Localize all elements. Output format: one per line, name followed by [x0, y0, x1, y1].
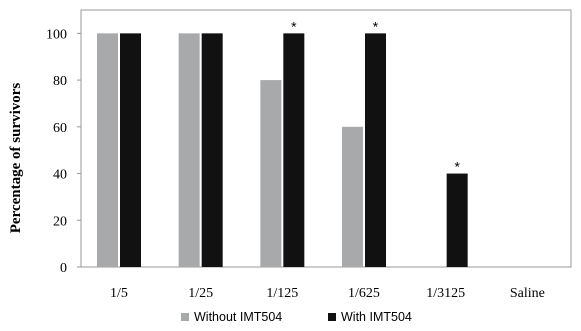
bar-without-imt504-1-625 — [342, 126, 363, 268]
x-tick-label: 1/3125 — [426, 286, 465, 301]
x-axis: 1/5 1/25 1/125 1/625 1/3125 Saline — [110, 286, 545, 301]
bar-with-imt504-1-25 — [201, 33, 223, 268]
significance-asterisk: * — [291, 18, 297, 34]
x-tick-label: 1/125 — [266, 286, 298, 301]
y-tick-label: 80 — [53, 74, 67, 89]
x-tick-label: Saline — [510, 286, 545, 301]
bar-without-imt504-1-25 — [178, 33, 200, 268]
x-tick-label: 1/625 — [348, 286, 380, 301]
y-axis-title: Percentage of survivors — [8, 83, 24, 234]
legend-label: Without IMT504 — [194, 310, 282, 324]
bar-with-imt504-1-5 — [120, 33, 141, 268]
y-tick-label: 0 — [60, 261, 67, 276]
significance-asterisk: * — [373, 18, 379, 34]
x-tick-label: 1/25 — [188, 286, 213, 301]
y-axis: 0 20 40 60 80 100 — [46, 27, 81, 276]
legend-swatch — [181, 313, 189, 321]
y-tick-label: 100 — [46, 27, 67, 42]
y-tick-label: 20 — [53, 214, 67, 229]
bar-with-imt504-1-3125 — [446, 173, 468, 267]
significance-asterisk: * — [454, 159, 460, 175]
legend: Without IMT504 With IMT504 — [181, 310, 412, 324]
bar-without-imt504-1-125 — [260, 80, 282, 267]
legend-label: With IMT504 — [341, 310, 412, 324]
y-tick-label: 40 — [53, 168, 67, 183]
y-tick-label: 60 — [53, 121, 67, 136]
bars — [97, 33, 468, 268]
bar-with-imt504-1-125 — [283, 33, 305, 268]
significance-marks: * * * — [291, 18, 460, 174]
plot-frame — [80, 9, 572, 268]
bar-without-imt504-1-5 — [97, 33, 118, 268]
legend-swatch — [328, 313, 336, 321]
bar-with-imt504-1-625 — [365, 33, 386, 268]
x-tick-label: 1/5 — [110, 286, 128, 301]
